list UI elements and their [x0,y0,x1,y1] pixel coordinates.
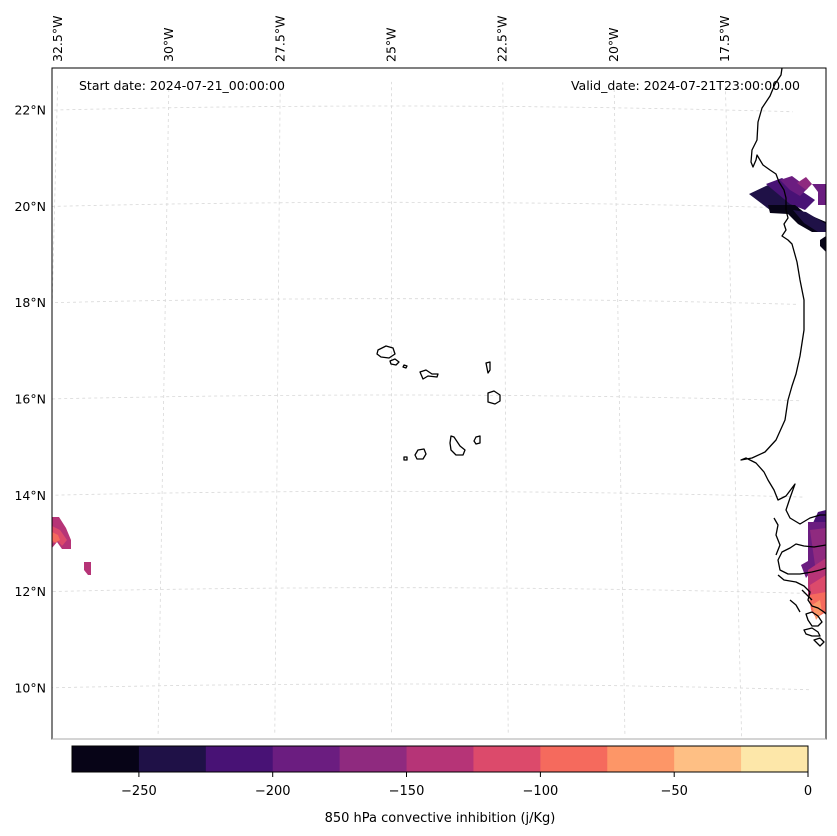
colorbar-swatch [741,746,809,772]
island-maio [473,435,481,445]
cin-patch [793,210,826,232]
cin-patch [797,177,812,190]
cin-patch [812,600,822,620]
colorbar-swatch [473,746,541,772]
parallel-line [52,490,805,498]
colorbar-ticks: −250 −200 −150 −100 −50 0 [121,772,812,799]
longitude-label: 30°W [161,27,176,62]
latitude-label: 18°N [14,295,46,310]
latitude-label: 10°N [14,681,46,696]
map-panel: Start date: 2024-07-21_00:00:00 Valid_da… [51,67,827,740]
colorbar-swatch [540,746,608,772]
colorbar-label: 850 hPa convective inhibition (j/Kg) [325,811,556,826]
parallel-line [52,587,808,594]
meridian-line [502,82,509,733]
island-santa-luzia [402,364,408,369]
longitude-label: 32.5°W [50,16,65,62]
start-date-label: Start date: 2024-07-21_00:00:00 [79,78,285,93]
latitude-labels: 22°N 20°N 18°N 16°N 14°N 12°N 10°N [14,103,46,696]
longitude-label: 17.5°W [717,16,732,62]
colorbar-swatch [72,746,140,772]
longitude-labels: 32.5°W 30°W 27.5°W 25°W 22.5°W 20°W 17.5°W [50,16,732,62]
longitude-label: 25°W [384,27,399,62]
colorbar-swatch [272,746,341,772]
colorbar-swatch [674,746,742,772]
latitude-label: 16°N [14,392,46,407]
gridlines [52,81,811,737]
cin-patch [801,561,812,578]
cin-patch [52,532,60,543]
latitude-label: 12°N [14,584,46,599]
parallel-line [52,683,811,691]
cin-contours [52,176,826,620]
cin-patch [780,176,808,196]
colorbar-tick-label: −50 [660,784,687,799]
cin-patch [820,236,826,252]
cin-patch [84,562,91,575]
colorbar-tick-label: −150 [389,784,425,799]
meridian-line [613,83,626,734]
island-santiago [449,435,466,456]
cin-patch [812,510,826,525]
latitude-label: 22°N [14,103,46,118]
coastline-gambia-guinea [777,543,827,647]
cape-verde-islands [376,345,501,461]
island-sao-vicente [389,358,400,366]
colorbar-tick-label: −200 [255,784,291,799]
latitude-label: 20°N [14,199,46,214]
island-boa-vista [487,390,501,405]
map-background [52,68,826,739]
colorbar-tick-label: 0 [804,784,812,799]
meridian-line [52,85,58,327]
parallel-line [52,105,793,113]
parallel-line [52,394,802,402]
meridian-line [725,85,742,737]
longitude-label: 27.5°W [272,16,287,62]
cin-patch [810,528,826,568]
longitude-label: 22.5°W [495,16,510,62]
colorbar-swatch [339,746,408,772]
coastline-guinea-bissau [773,517,801,613]
colorbar: −250 −200 −150 −100 −50 0 850 hPa convective … [71,745,812,826]
cin-patch [766,178,815,210]
parallel-line [52,201,796,209]
colorbar-tick-label: −250 [121,784,157,799]
island-fogo [414,448,427,460]
longitude-label: 20°W [606,27,621,62]
island-sal [485,361,491,374]
meridian-line [274,82,281,733]
colorbar-swatches [72,746,809,772]
colorbar-swatch [205,746,274,772]
island-santo-antao [376,345,396,359]
colorbar-swatch [138,746,207,772]
island-brava [403,456,408,461]
island-sao-nicolau [419,369,439,380]
coastline-mauritania-senegal [740,67,826,525]
colorbar-tick-label: −100 [523,784,559,799]
cin-patch [812,184,826,205]
meridian-line [157,83,170,734]
valid-date-label: Valid_date: 2024-07-21T23:00:00.00 [571,78,800,93]
latitude-label: 14°N [14,488,46,503]
colorbar-swatch [607,746,675,772]
colorbar-swatch [406,746,474,772]
colorbar-frame [71,745,809,773]
